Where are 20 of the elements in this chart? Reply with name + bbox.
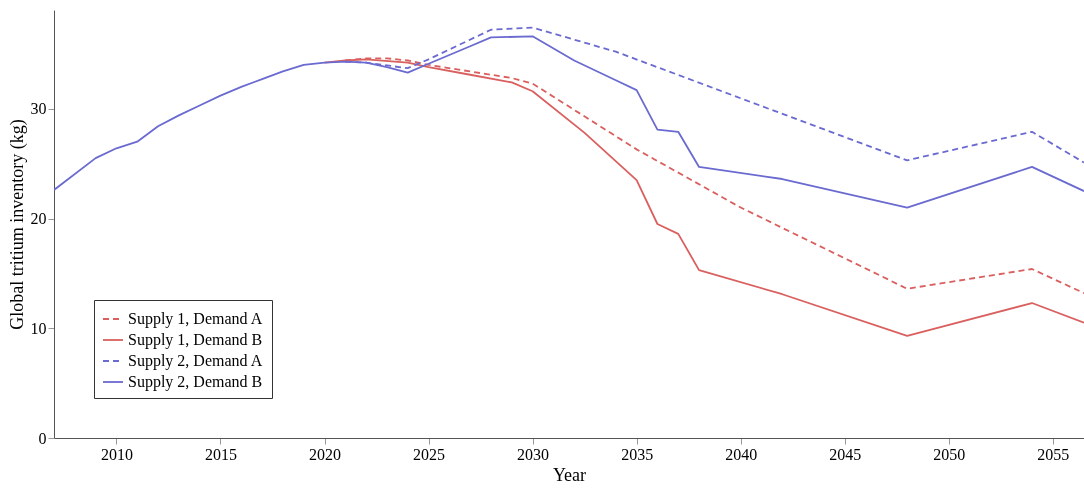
y-tick-label: 30 (30, 100, 47, 118)
x-tick-label: 2010 (100, 445, 133, 463)
legend-label: Supply 2, Demand B (128, 373, 263, 391)
legend-label: Supply 2, Demand A (128, 352, 263, 370)
y-tick-label: 10 (30, 319, 47, 337)
legend-label: Supply 1, Demand B (128, 331, 263, 349)
x-tick-label: 2030 (517, 445, 550, 463)
x-tick-label: 2035 (621, 445, 654, 463)
x-tick-label: 2020 (309, 445, 342, 463)
x-tick-label: 2040 (725, 445, 758, 463)
y-tick-label: 20 (30, 210, 47, 228)
x-tick-label: 2055 (1037, 445, 1070, 463)
y-axis-title: Global tritium inventory (kg) (6, 119, 28, 330)
x-tick-label: 2025 (413, 445, 446, 463)
legend-label: Supply 1, Demand A (128, 310, 263, 328)
x-tick-label: 2045 (829, 445, 862, 463)
y-tick-label: 0 (38, 429, 47, 447)
x-tick-label: 2050 (933, 445, 966, 463)
x-tick-label: 2015 (204, 445, 237, 463)
x-axis-title: Year (552, 464, 587, 485)
